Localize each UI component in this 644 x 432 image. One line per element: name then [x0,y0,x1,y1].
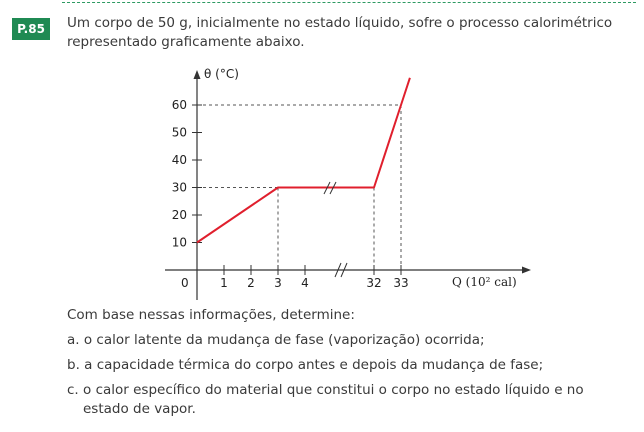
plateau-break-icon [323,181,337,195]
x-tick-label: 32 [366,276,381,290]
x-tick-label: 3 [274,276,282,290]
y-tick-label: 30 [172,181,187,195]
question-item-c: c. o calor específico do material que co… [67,381,632,419]
questions-lead: Com base nessas informações, determine: [67,307,355,323]
problem-statement: Um corpo de 50 g, inicialmente no estado… [67,15,613,50]
question-item-b: b. a capacidade térmica do corpo antes e… [67,356,632,375]
series-line [196,77,411,244]
problem-number-badge: P.85 [12,18,50,40]
question-text: a capacidade térmica do corpo antes e de… [84,357,544,373]
question-text: o calor latente da mudança de fase (vapo… [83,332,485,348]
y-axis-arrow-icon [193,70,201,79]
guide-lines [197,104,402,270]
question-marker: b. [67,357,80,373]
x-tick-label: 1 [220,276,228,290]
origin-label: 0 [181,276,189,290]
y-axis-label: θ (°C) [204,67,239,81]
x-axis-break-icon [334,262,348,278]
y-tick-label: 50 [172,126,187,140]
question-item-a: a. o calor latente da mudança de fase (v… [67,331,632,350]
question-marker: a. [67,332,80,348]
x-tick-label: 33 [393,276,408,290]
question-marker: c. [67,382,79,398]
series-polyline [196,77,411,244]
question-list: a. o calor latente da mudança de fase (v… [67,331,632,425]
top-dashed-rule [62,2,636,3]
x-axis-label: Q (10² cal) [452,275,517,289]
x-tick-label: 2 [247,276,255,290]
x-axis-arrow-icon [522,266,531,274]
x-tick-label: 4 [301,276,309,290]
y-tick-label: 20 [172,208,187,222]
question-text: o calor específico do material que const… [83,382,584,417]
y-tick-label: 40 [172,153,187,167]
y-tick-label: 10 [172,236,187,250]
axis-ticks: 10 20 30 40 50 60 1 2 3 4 32 33 [172,98,409,290]
y-tick-label: 60 [172,98,187,112]
